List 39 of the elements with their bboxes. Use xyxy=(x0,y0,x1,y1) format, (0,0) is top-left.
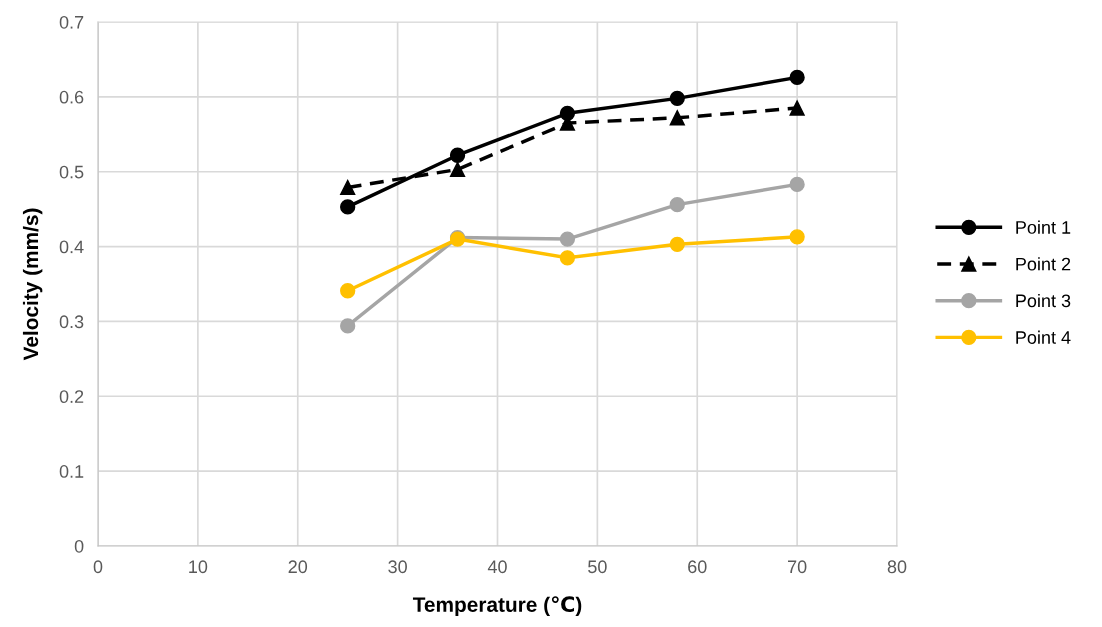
point xyxy=(449,147,466,163)
x-tick-label: 80 xyxy=(887,560,907,574)
y-tick-label: 0.2 xyxy=(59,390,84,404)
point xyxy=(789,229,805,245)
x-tick-label: 70 xyxy=(788,560,807,574)
point xyxy=(559,231,576,247)
point xyxy=(340,283,356,299)
y-tick-label: 0.4 xyxy=(59,240,84,254)
x-axis-title: Temperature (℃) xyxy=(412,596,582,617)
x-tick-label: 60 xyxy=(688,560,707,574)
point xyxy=(789,69,805,86)
point xyxy=(340,318,356,334)
y-tick-label: 0.7 xyxy=(59,15,84,29)
point xyxy=(669,197,685,213)
point xyxy=(669,90,685,106)
point xyxy=(340,199,356,215)
legend-label: Point 4 xyxy=(1016,330,1071,344)
legend-label: Point 3 xyxy=(1016,293,1071,308)
y-tick-label: 0 xyxy=(74,539,84,553)
point xyxy=(559,250,576,266)
x-tick-label: 10 xyxy=(189,560,208,574)
y-tick-label: 0.3 xyxy=(59,315,84,329)
point xyxy=(789,100,805,116)
y-tick-label: 0.1 xyxy=(59,465,84,478)
x-tick-label: 40 xyxy=(487,560,507,574)
point xyxy=(449,161,466,178)
point xyxy=(669,110,685,126)
legend-label: Point 2 xyxy=(1016,257,1071,271)
x-tick-label: 20 xyxy=(288,560,308,574)
legend-label: Point 1 xyxy=(1016,220,1071,234)
point xyxy=(669,236,685,252)
x-tick-label: 30 xyxy=(388,560,407,574)
y-axis-title: Velocity (mm/s) xyxy=(22,208,43,361)
point xyxy=(789,176,805,193)
point xyxy=(340,179,356,196)
y-tick-label: 0.6 xyxy=(59,90,84,104)
y-tick-label: 0.5 xyxy=(59,165,84,179)
x-tick-label: 50 xyxy=(588,560,607,574)
x-tick-label: 0 xyxy=(93,560,103,574)
